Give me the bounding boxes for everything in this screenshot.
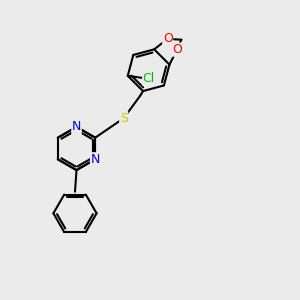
Text: S: S: [120, 112, 128, 125]
Text: O: O: [163, 32, 172, 45]
Text: Cl: Cl: [142, 72, 155, 85]
Text: O: O: [172, 43, 182, 56]
Text: N: N: [72, 120, 81, 134]
Text: N: N: [91, 153, 100, 166]
